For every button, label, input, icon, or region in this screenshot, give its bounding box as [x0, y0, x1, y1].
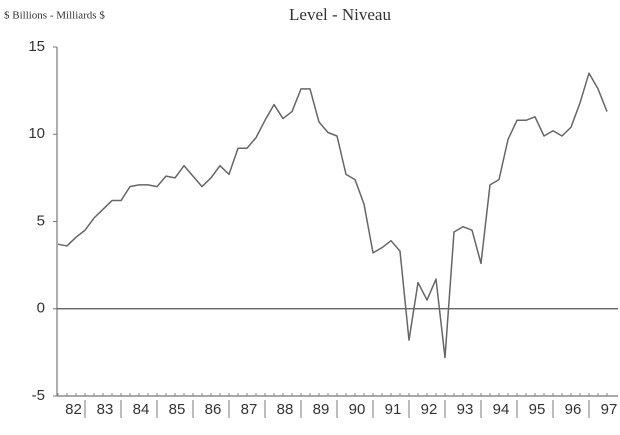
y-tick-label: 15 — [28, 38, 45, 55]
line-series — [57, 72, 608, 359]
x-tick-label: 83 — [97, 401, 114, 418]
x-tick-label: 94 — [493, 401, 510, 418]
x-tick-label: 86 — [205, 401, 222, 418]
y-tick-label: 5 — [37, 212, 45, 229]
y-tick-label: -5 — [32, 387, 45, 404]
x-tick-label: 87 — [241, 401, 258, 418]
x-tick-label: 84 — [133, 401, 150, 418]
y-tick-label: 0 — [37, 300, 45, 317]
x-tick-label: 88 — [277, 401, 294, 418]
x-tick-label: 97 — [601, 401, 618, 418]
y-tick-label: 10 — [28, 125, 45, 142]
x-tick-label: 90 — [349, 401, 366, 418]
x-tick-label: 91 — [385, 401, 402, 418]
x-tick-label: 96 — [565, 401, 582, 418]
x-tick-label: 89 — [313, 401, 330, 418]
x-tick-label: 92 — [421, 401, 438, 418]
y-axis-label: $ Billions - Milliards $ — [4, 10, 105, 22]
x-tick-label: 85 — [169, 401, 186, 418]
x-tick-label: 93 — [457, 401, 474, 418]
x-tick-label: 82 — [65, 401, 82, 418]
x-tick-label: 95 — [529, 401, 546, 418]
chart-title: Level - Niveau — [289, 5, 391, 24]
